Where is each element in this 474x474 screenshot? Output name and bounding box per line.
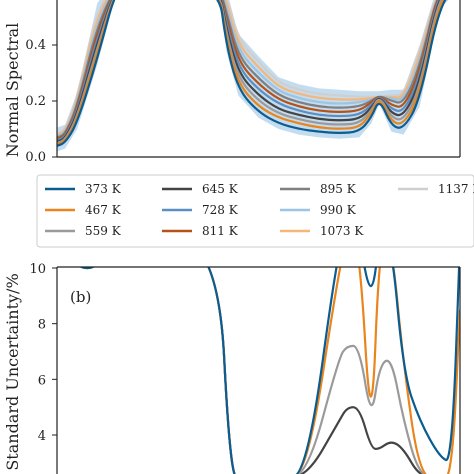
top-series-line-811k <box>57 0 439 140</box>
top-y-tick-label: 0.4 <box>25 38 46 53</box>
legend-label: 1137 K <box>438 182 474 196</box>
bottom-series-line-373k <box>79 267 460 474</box>
bottom-series-line-645k <box>79 267 424 474</box>
top-series-line-728k <box>57 0 441 142</box>
legend-label: 895 K <box>320 182 357 196</box>
bottom-series-line-559k <box>79 267 426 474</box>
top-series-line-1073k <box>57 0 438 136</box>
legend-label: 811 K <box>202 224 239 238</box>
legend: 373 K 467 K 559 K 645 K 728 K 811 K 895 K 990 K… <box>36 174 474 248</box>
uncertainty-band <box>57 0 449 152</box>
top-series-line-895k <box>57 0 439 139</box>
top-y-axis-label: Normal Spectral <box>3 23 22 158</box>
top-series-line-990k <box>57 0 439 138</box>
legend-label: 559 K <box>85 224 122 238</box>
top-series-line-373k <box>57 0 447 147</box>
legend-box <box>36 174 474 248</box>
top-series-line-559k <box>57 0 443 145</box>
top-y-tick-label: 0.0 <box>25 150 46 165</box>
top-y-ticks: 0.0 0.2 0.4 <box>25 38 57 165</box>
top-uncertainty-band <box>57 0 449 152</box>
legend-label: 467 K <box>85 203 122 217</box>
bottom-panel: 4 6 8 10 (b) Standard Uncertainty/% <box>3 262 461 474</box>
panel-b-label: (b) <box>70 288 91 306</box>
legend-label: 990 K <box>320 203 357 217</box>
top-y-tick-label: 0.2 <box>25 94 46 109</box>
legend-label: 645 K <box>202 182 239 196</box>
bottom-y-tick-label: 6 <box>38 373 46 388</box>
top-series-line-467k <box>57 0 445 146</box>
legend-items: 373 K 467 K 559 K 645 K 728 K 811 K 895 K 990 K… <box>45 182 474 238</box>
top-panel: 0.0 0.2 0.4 Normal Spectral <box>3 0 461 165</box>
legend-label: 1073 K <box>320 224 364 238</box>
bottom-y-tick-label: 8 <box>38 318 46 333</box>
top-series-line-645k <box>57 0 442 143</box>
bottom-y-tick-label: 4 <box>38 429 46 444</box>
bottom-series-lines <box>79 267 460 474</box>
bottom-series-line-467k <box>79 267 460 474</box>
legend-label: 373 K <box>85 182 122 196</box>
top-series-line-1137k <box>57 0 438 135</box>
top-series-lines <box>57 0 447 147</box>
bottom-y-ticks: 4 6 8 10 <box>29 262 57 444</box>
legend-label: 728 K <box>202 203 239 217</box>
bottom-y-tick-label: 10 <box>29 262 46 277</box>
bottom-y-axis-label: Standard Uncertainty/% <box>3 273 22 470</box>
